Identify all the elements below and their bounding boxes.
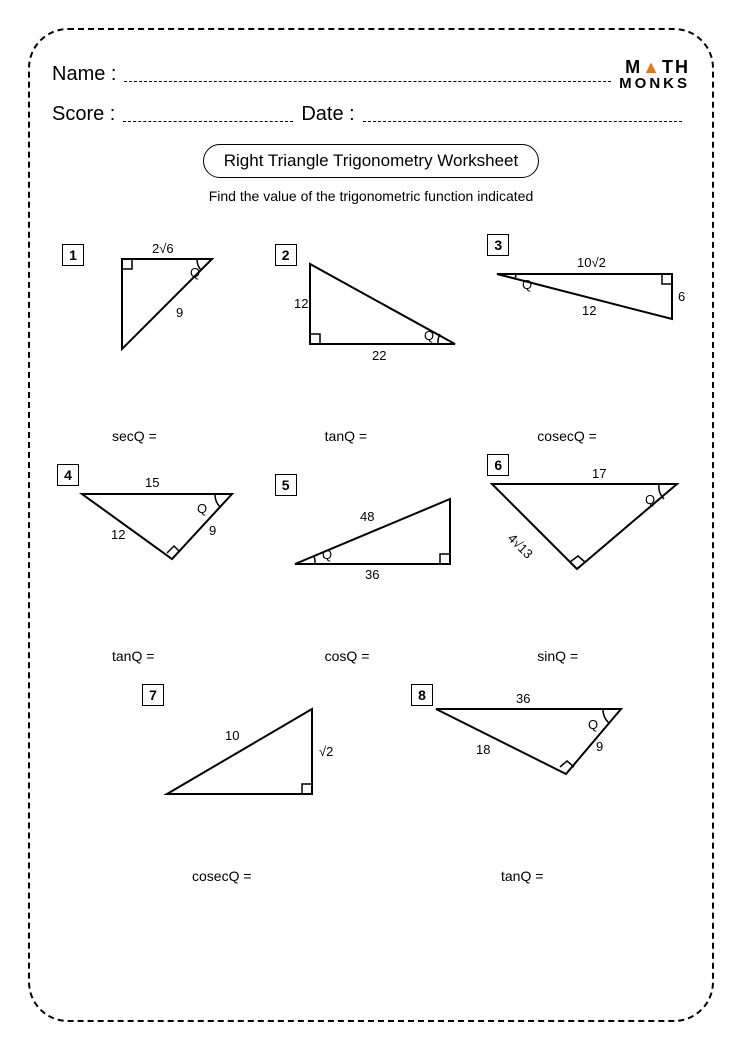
name-row: Name : M▲TH MONKS: [52, 58, 690, 91]
problem-1: 1 2√6 Q 9 secQ =: [52, 234, 265, 454]
svg-text:Q: Q: [190, 265, 200, 280]
logo: M▲TH MONKS: [619, 58, 690, 91]
svg-text:18: 18: [476, 742, 490, 757]
triangle-6: 17 Q 4√13: [482, 464, 692, 604]
triangle-5: 48 Q 36: [280, 479, 480, 619]
svg-text:15: 15: [145, 475, 159, 490]
svg-text:Q: Q: [522, 277, 532, 292]
date-line[interactable]: [363, 108, 682, 122]
svg-text:10: 10: [225, 728, 239, 743]
worksheet-subtitle: Find the value of the trigonometric func…: [52, 188, 690, 204]
svg-text:Q: Q: [588, 717, 598, 732]
svg-text:48: 48: [360, 509, 374, 524]
score-date-row: Score : Date :: [52, 103, 690, 126]
problem-5: 5 48 Q 36 cosQ =: [265, 454, 478, 674]
problem-8: 8 36 Q 18 9 tanQ =: [371, 674, 690, 894]
svg-text:Q: Q: [197, 501, 207, 516]
svg-text:17: 17: [592, 466, 606, 481]
triangle-3: 10√2 Q 12 6: [482, 249, 692, 389]
name-label: Name :: [52, 63, 116, 86]
svg-text:36: 36: [516, 691, 530, 706]
function-label: sinQ =: [537, 648, 578, 664]
triangle-2: 12 22 Q: [280, 244, 480, 384]
function-label: tanQ =: [501, 868, 543, 884]
problem-7: 7 10 √2 cosecQ =: [52, 674, 371, 894]
svg-text:Q: Q: [645, 492, 655, 507]
triangle-7: 10 √2: [147, 684, 347, 824]
name-line[interactable]: [124, 68, 611, 82]
function-label: tanQ =: [325, 428, 367, 444]
svg-text:22: 22: [372, 348, 386, 363]
problem-6: 6 17 Q 4√13 sinQ =: [477, 454, 690, 674]
svg-text:36: 36: [365, 567, 379, 582]
triangle-1: 2√6 Q 9: [82, 239, 282, 379]
problem-2: 2 12 22 Q tanQ =: [265, 234, 478, 454]
svg-text:√2: √2: [319, 744, 333, 759]
svg-text:6: 6: [678, 289, 685, 304]
svg-text:12: 12: [111, 527, 125, 542]
svg-text:4√13: 4√13: [505, 531, 536, 562]
svg-text:9: 9: [176, 305, 183, 320]
function-label: cosecQ =: [192, 868, 252, 884]
svg-text:10√2: 10√2: [577, 255, 606, 270]
triangle-8: 36 Q 18 9: [416, 689, 646, 829]
function-label: cosQ =: [325, 648, 370, 664]
svg-text:12: 12: [294, 296, 308, 311]
svg-text:2√6: 2√6: [152, 241, 174, 256]
score-label: Score :: [52, 103, 115, 126]
worksheet-title: Right Triangle Trigonometry Worksheet: [203, 144, 539, 178]
problems-grid: 1 2√6 Q 9 secQ = 2 12 22 Q tanQ =: [52, 234, 690, 894]
score-line[interactable]: [123, 108, 293, 122]
triangle-4: 15 Q 12 9: [67, 469, 267, 609]
function-label: secQ =: [112, 428, 157, 444]
date-label: Date :: [301, 103, 354, 126]
svg-text:9: 9: [596, 739, 603, 754]
function-label: tanQ =: [112, 648, 154, 664]
svg-text:Q: Q: [322, 547, 332, 562]
worksheet-border: Name : M▲TH MONKS Score : Date : Right T…: [28, 28, 714, 1022]
svg-text:12: 12: [582, 303, 596, 318]
svg-text:9: 9: [209, 523, 216, 538]
problem-4: 4 15 Q 12 9 tanQ =: [52, 454, 265, 674]
function-label: cosecQ =: [537, 428, 597, 444]
problem-3: 3 10√2 Q 12 6 cosecQ =: [477, 234, 690, 454]
problem-number: 1: [62, 244, 84, 266]
svg-text:Q: Q: [424, 328, 434, 343]
